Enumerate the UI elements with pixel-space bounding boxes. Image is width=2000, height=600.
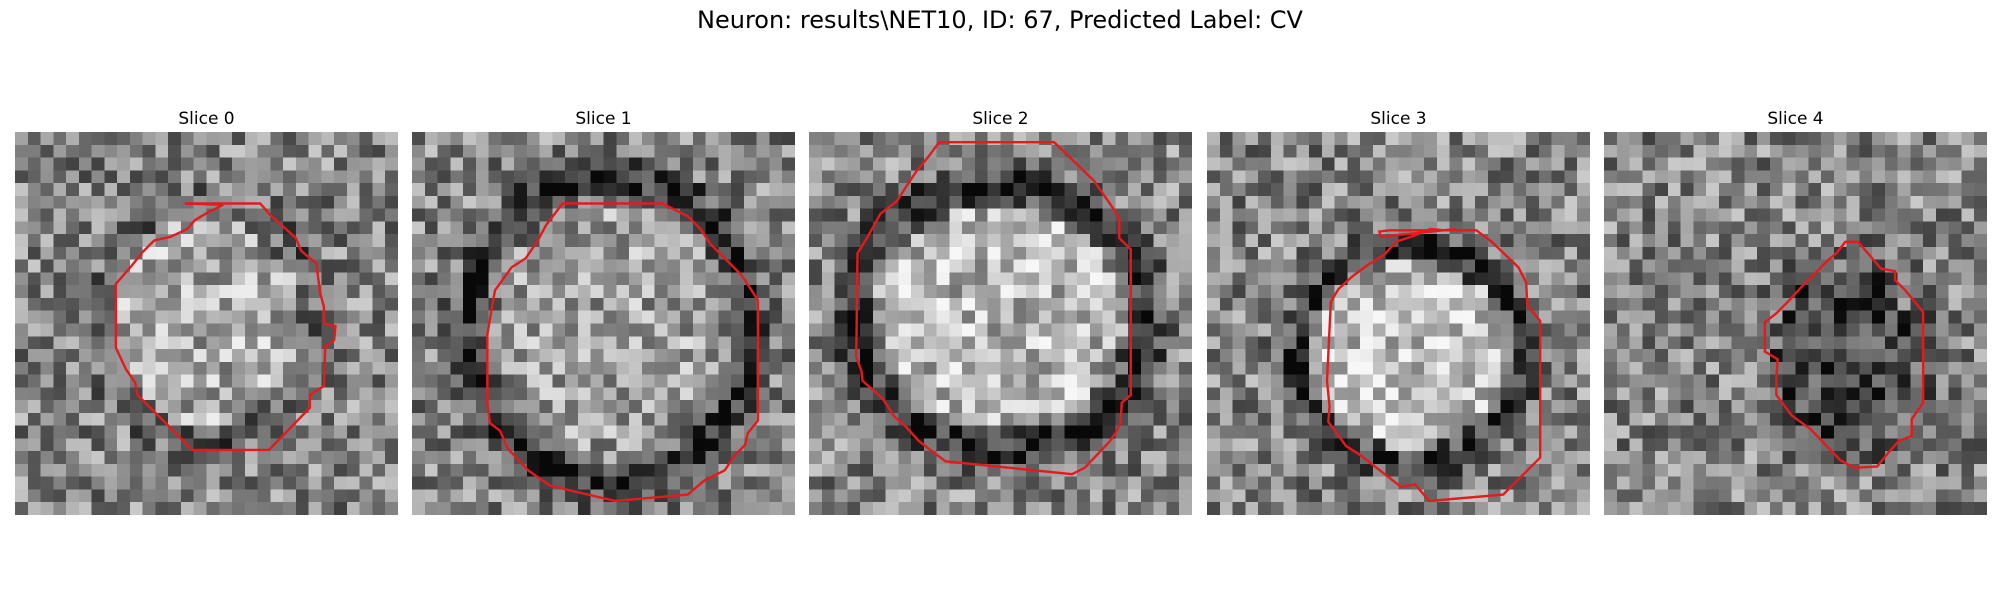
microscopy-image xyxy=(412,132,795,515)
panel-title: Slice 0 xyxy=(178,109,235,129)
pixel-grid xyxy=(1207,132,1590,515)
segmentation-contour xyxy=(487,203,758,500)
pixel-grid xyxy=(412,132,795,515)
segmentation-contour xyxy=(1327,229,1540,501)
microscopy-image xyxy=(15,132,398,515)
panel-slice-1: Slice 1 xyxy=(412,108,795,515)
panel-title: Slice 3 xyxy=(1370,109,1427,129)
segmentation-contour xyxy=(856,142,1130,474)
panel-slice-2: Slice 2 xyxy=(809,108,1192,515)
pixel-grid xyxy=(1604,132,1987,515)
pixel-grid xyxy=(809,132,1192,515)
panel-slice-3: Slice 3 xyxy=(1207,108,1590,515)
microscopy-image xyxy=(1207,132,1590,515)
panel-slice-4: Slice 4 xyxy=(1604,108,1987,515)
panel-title: Slice 1 xyxy=(575,109,632,129)
microscopy-image xyxy=(809,132,1192,515)
panel-title: Slice 2 xyxy=(972,109,1029,129)
segmentation-contour xyxy=(1765,242,1923,468)
panel-slice-0: Slice 0 xyxy=(15,108,398,515)
figure-title: Neuron: results\NET10, ID: 67, Predicted… xyxy=(697,6,1303,34)
panel-title: Slice 4 xyxy=(1767,109,1824,129)
segmentation-contour xyxy=(116,203,336,449)
microscopy-image xyxy=(1604,132,1987,515)
pixel-grid xyxy=(15,132,398,515)
